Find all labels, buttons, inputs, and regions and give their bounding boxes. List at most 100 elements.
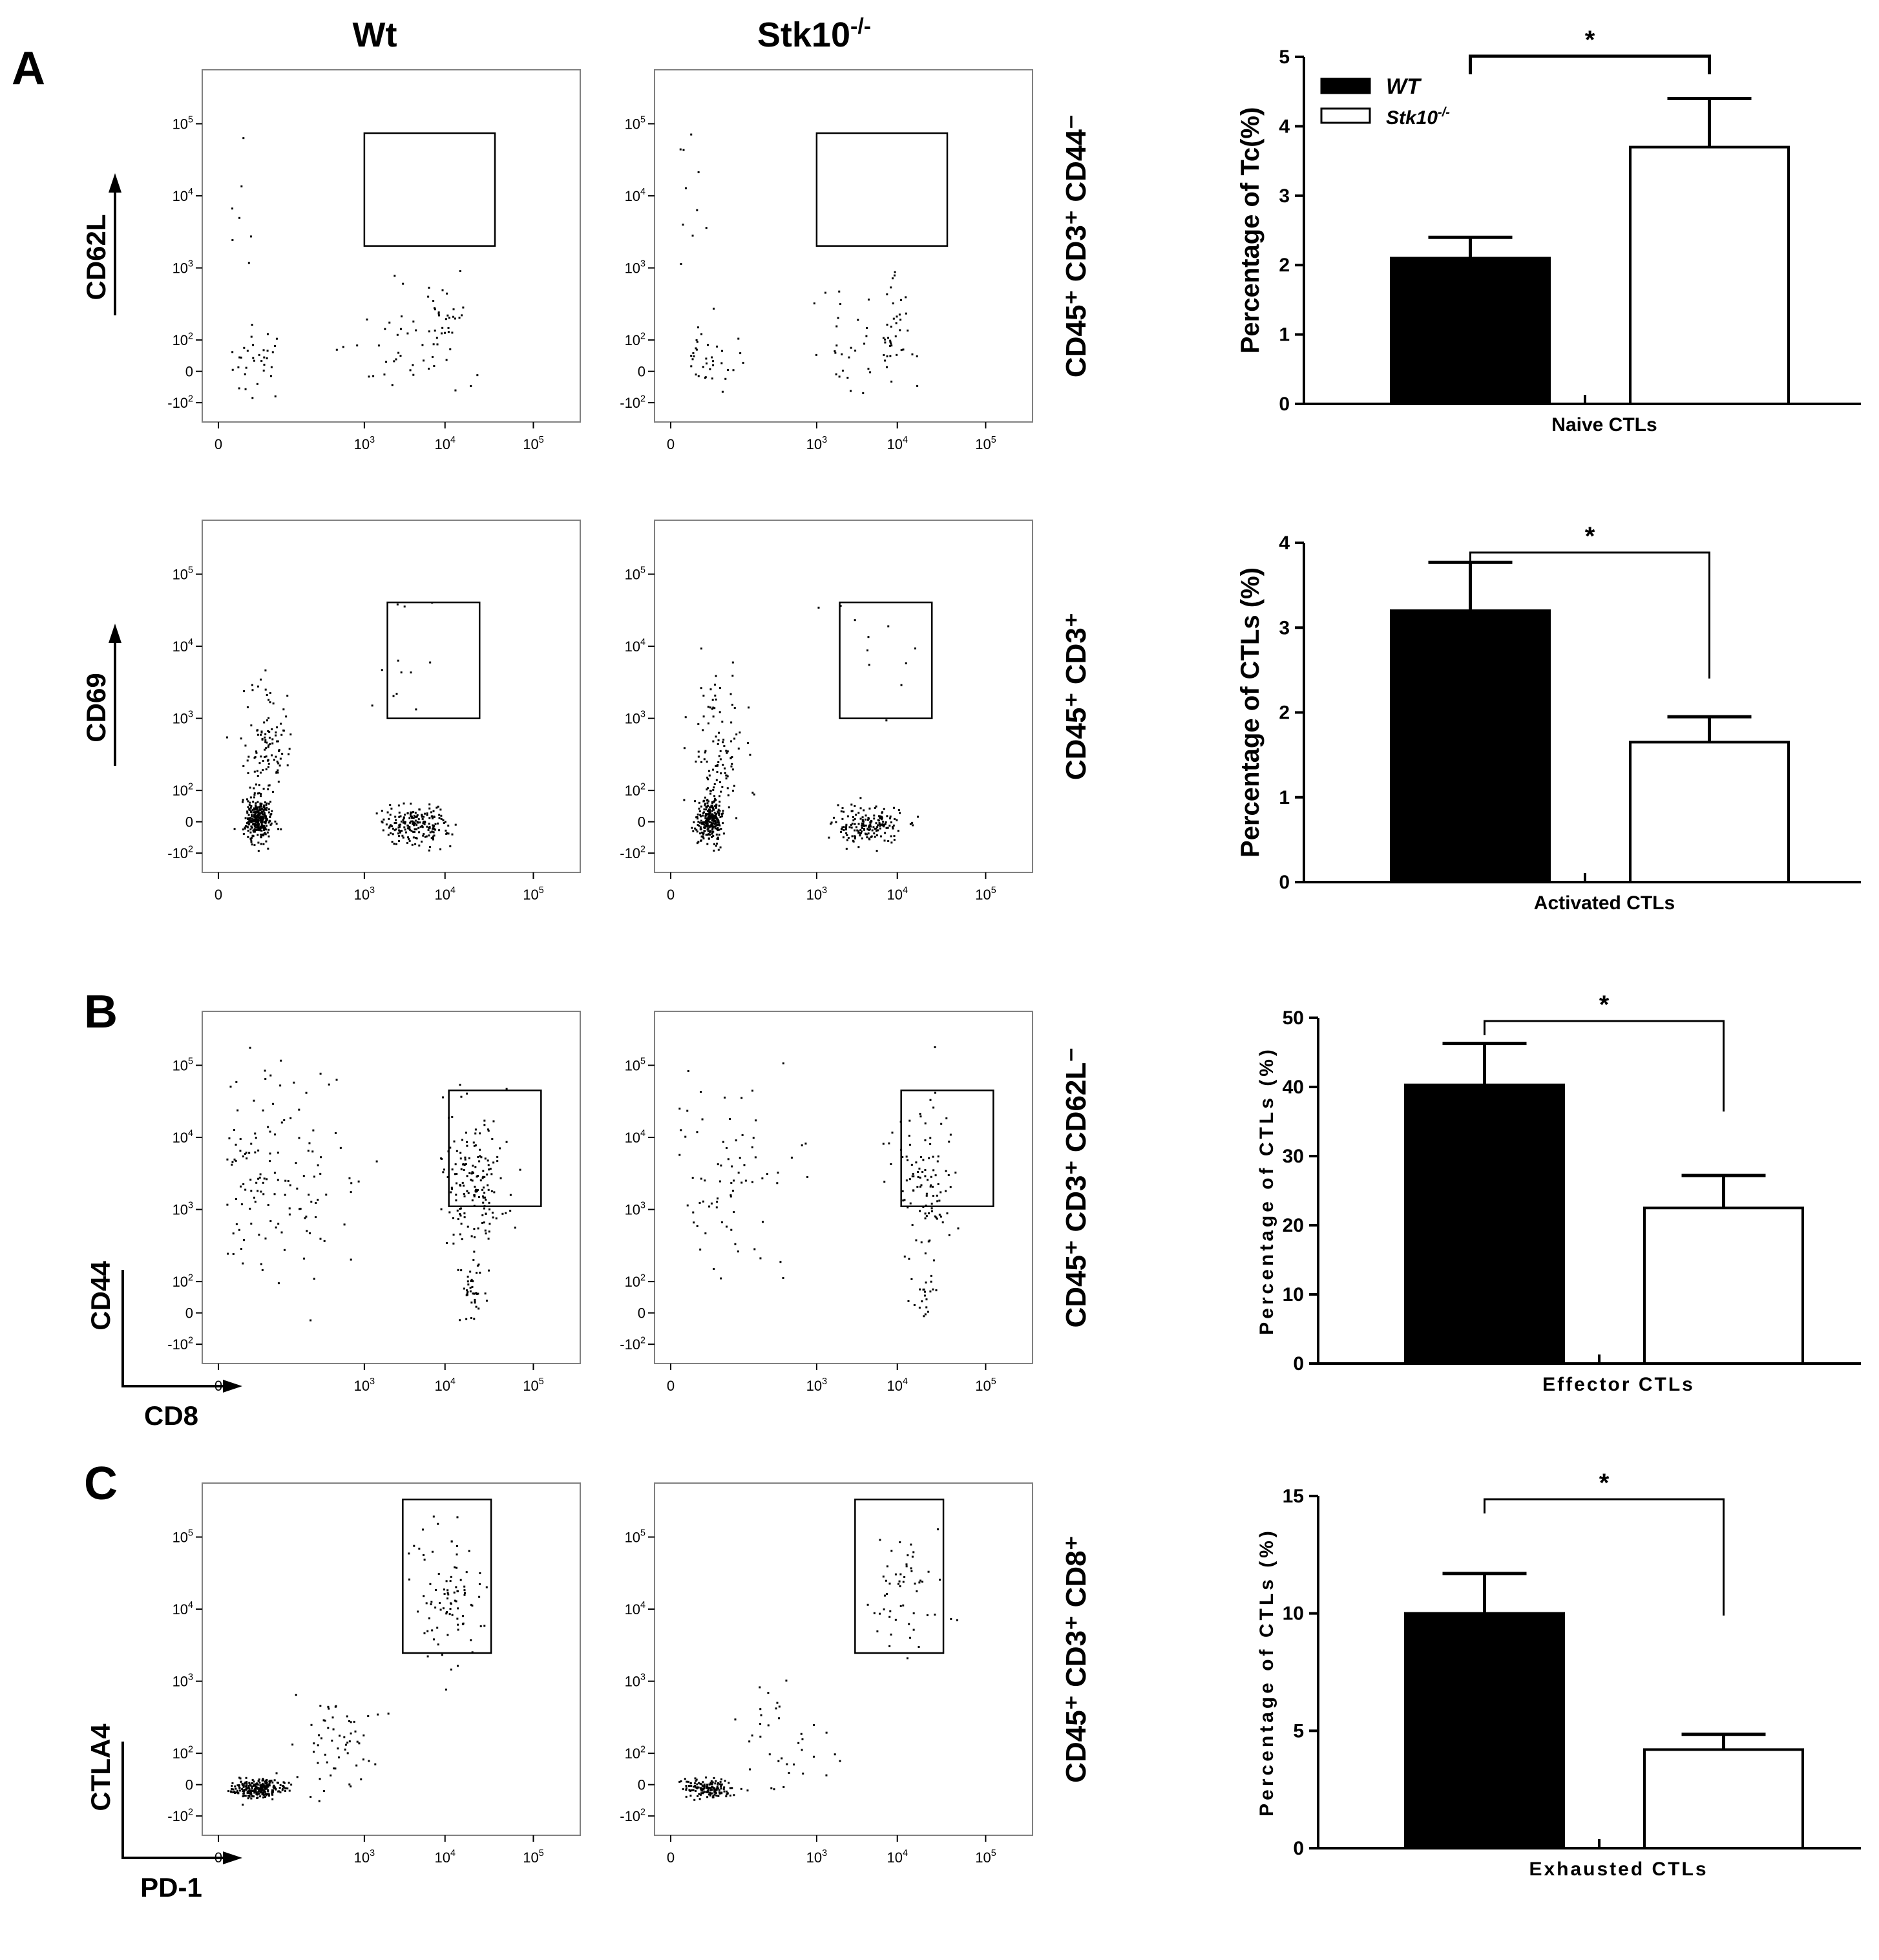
- y-tick-label-base: 10: [625, 1130, 640, 1146]
- flow-event-dot: [924, 1169, 927, 1172]
- x-tick-label-sup: 3: [822, 1848, 827, 1859]
- flow-event-dot: [271, 1792, 273, 1795]
- flow-event-dot: [854, 805, 856, 807]
- flow-event-dot: [244, 827, 246, 830]
- flow-event-dot: [706, 821, 709, 823]
- flow-event-dot: [271, 754, 273, 757]
- flow-event-dot: [477, 1227, 479, 1230]
- flow-event-dot: [940, 1216, 942, 1218]
- flow-event-dot: [687, 1070, 689, 1072]
- flow-event-dot: [697, 750, 700, 753]
- flow-event-dot: [459, 1208, 461, 1210]
- flow-event-dot: [433, 825, 436, 827]
- flow-event-dot: [394, 816, 397, 818]
- flow-event-dot: [705, 824, 708, 827]
- flow-event-dot: [716, 817, 719, 819]
- flow-event-dot: [478, 1196, 480, 1198]
- flow-event-dot: [459, 1319, 461, 1322]
- flow-event-dot: [428, 817, 431, 819]
- flow-event-dot: [334, 1132, 337, 1134]
- flow-event-dot: [734, 1243, 737, 1245]
- flow-event-dot: [262, 1796, 265, 1798]
- flow-event-dot: [229, 1085, 232, 1088]
- flow-event-dot: [865, 825, 867, 827]
- flow-event-dot: [704, 751, 706, 753]
- flow-event-dot: [863, 825, 865, 827]
- flow-event-dot: [276, 726, 278, 729]
- y-tick-label-sup: 2: [640, 1335, 646, 1345]
- flow-event-dot: [693, 1798, 696, 1801]
- flow-event-dot: [285, 715, 288, 718]
- y-tick-label: 0: [185, 814, 193, 830]
- flow-event-dot: [886, 815, 888, 817]
- flow-event-dot: [421, 344, 424, 346]
- flow-event-dot: [898, 1580, 901, 1583]
- flow-event-dot: [253, 794, 256, 796]
- flow-event-dot: [451, 833, 454, 836]
- flow-event-dot: [263, 363, 266, 366]
- flow-event-dot: [432, 1515, 435, 1518]
- flow-event-dot: [445, 1611, 448, 1614]
- flow-event-dot: [245, 1776, 247, 1779]
- column-title-wt: Wt: [353, 16, 397, 54]
- flow-event-dot: [275, 755, 277, 758]
- flow-event-dot: [694, 1784, 697, 1787]
- y-tick-label-base: 10: [173, 1745, 188, 1762]
- flow-event-dot: [923, 1294, 926, 1297]
- flow-event-dot: [936, 1217, 938, 1220]
- flow-event-dot: [680, 262, 682, 265]
- y-tick-label: 103: [173, 710, 193, 727]
- flow-event-dot: [230, 1791, 233, 1793]
- y-tick-label-base: 10: [173, 332, 188, 348]
- flow-event-dot: [465, 1132, 467, 1134]
- y-tick-label-base: 10: [625, 1674, 640, 1690]
- flow-event-dot: [729, 1787, 731, 1789]
- y-tick-label-base: -10: [620, 845, 640, 861]
- y-tick-label: 40: [1283, 1077, 1304, 1098]
- flow-event-dot: [262, 1193, 265, 1196]
- flow-event-dot: [700, 819, 702, 822]
- flow-event-dot: [457, 1623, 459, 1626]
- flow-event-dot: [475, 1292, 478, 1294]
- significance-star: *: [1585, 26, 1595, 54]
- flow-event-dot: [249, 831, 252, 834]
- flow-event-dot: [905, 1563, 908, 1566]
- flow-event-dot: [845, 827, 847, 829]
- flow-event-dot: [287, 1180, 289, 1183]
- flow-event-dot: [428, 1617, 430, 1619]
- flow-event-dot: [260, 836, 262, 838]
- y-tick-label-sup: 4: [188, 1600, 193, 1610]
- flow-event-dot: [403, 821, 405, 823]
- flow-event-dot: [428, 834, 430, 837]
- flow-event-dot: [721, 721, 724, 723]
- flow-event-dot: [293, 1081, 295, 1084]
- flow-event-dot: [238, 1787, 241, 1789]
- flow-event-dot: [252, 811, 255, 814]
- flow-event-dot: [253, 796, 255, 799]
- flow-event-dot: [435, 1589, 437, 1592]
- y-tick-label-base: 0: [185, 814, 193, 830]
- flow-event-dot: [251, 689, 254, 691]
- flow-event-dot: [255, 1789, 257, 1792]
- y-tick-label: -102: [620, 1335, 646, 1353]
- flow-event-dot: [699, 832, 702, 835]
- flow-event-dot: [492, 1120, 495, 1122]
- flow-event-dot: [866, 819, 869, 821]
- flow-event-dot: [910, 1567, 912, 1570]
- flow-event-dot: [684, 187, 687, 189]
- flow-event-dot: [264, 1238, 267, 1240]
- flow-event-dot: [924, 1122, 927, 1124]
- significance-star: *: [1585, 522, 1595, 551]
- flow-plot-frame: [202, 1011, 581, 1364]
- gate-box: [402, 1499, 492, 1654]
- flow-event-dot: [449, 1608, 452, 1610]
- flow-event-dot: [399, 830, 401, 832]
- flow-event-dot: [924, 1139, 927, 1142]
- flow-event-dot: [711, 828, 713, 831]
- flow-event-dot: [437, 1572, 440, 1575]
- flow-event-dot: [881, 817, 883, 819]
- y-tick-label: 103: [625, 1201, 646, 1218]
- flow-event-dot: [284, 1787, 287, 1790]
